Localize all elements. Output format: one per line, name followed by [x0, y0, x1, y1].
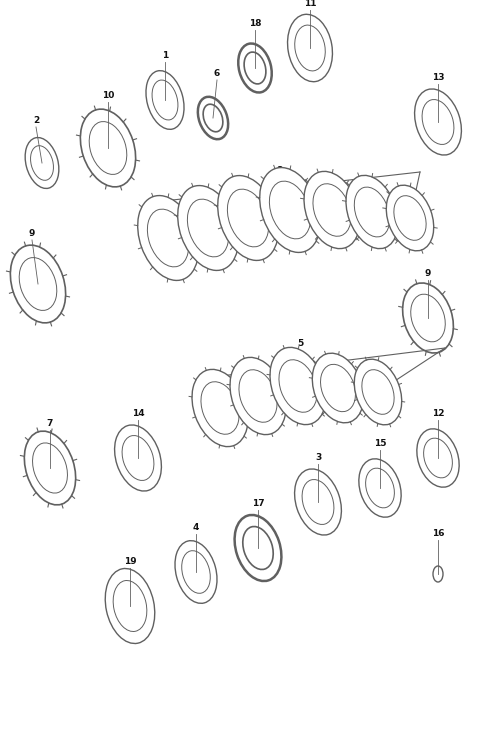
Ellipse shape [288, 14, 333, 81]
Ellipse shape [192, 369, 248, 446]
Ellipse shape [230, 357, 286, 435]
Ellipse shape [270, 347, 326, 425]
Text: 13: 13 [432, 73, 444, 82]
Ellipse shape [11, 245, 66, 323]
Ellipse shape [359, 459, 401, 517]
Ellipse shape [218, 175, 278, 261]
Text: 14: 14 [132, 409, 144, 418]
Ellipse shape [80, 109, 136, 187]
Text: 16: 16 [432, 529, 444, 538]
Ellipse shape [260, 167, 320, 252]
Text: 15: 15 [374, 439, 386, 448]
Text: 5: 5 [297, 339, 303, 348]
Ellipse shape [354, 359, 402, 425]
Ellipse shape [198, 97, 228, 139]
Text: 18: 18 [249, 19, 261, 28]
Ellipse shape [175, 541, 217, 603]
Ellipse shape [312, 353, 364, 423]
Text: 3: 3 [315, 453, 321, 462]
Text: 9: 9 [425, 269, 431, 278]
Text: 9: 9 [29, 229, 35, 238]
Ellipse shape [304, 171, 360, 249]
Ellipse shape [415, 89, 461, 155]
Ellipse shape [235, 515, 281, 581]
Ellipse shape [238, 43, 272, 92]
Ellipse shape [146, 70, 184, 129]
Ellipse shape [138, 195, 198, 280]
Ellipse shape [105, 569, 155, 644]
Text: 4: 4 [193, 523, 199, 532]
Ellipse shape [178, 186, 238, 270]
Ellipse shape [295, 469, 341, 535]
Text: 1: 1 [162, 51, 168, 60]
Text: 2: 2 [33, 116, 39, 125]
Text: 12: 12 [432, 409, 444, 418]
Ellipse shape [25, 137, 59, 189]
Text: 19: 19 [124, 557, 136, 566]
Text: 17: 17 [252, 499, 264, 508]
Ellipse shape [386, 185, 434, 251]
Ellipse shape [403, 283, 454, 353]
Ellipse shape [433, 566, 443, 582]
Text: 6: 6 [214, 69, 220, 78]
Ellipse shape [417, 429, 459, 487]
Text: 11: 11 [304, 0, 316, 8]
Text: 7: 7 [47, 419, 53, 428]
Ellipse shape [115, 425, 161, 491]
Text: 10: 10 [102, 91, 114, 100]
Ellipse shape [24, 431, 76, 505]
Ellipse shape [346, 175, 398, 249]
Text: 8: 8 [277, 166, 283, 175]
